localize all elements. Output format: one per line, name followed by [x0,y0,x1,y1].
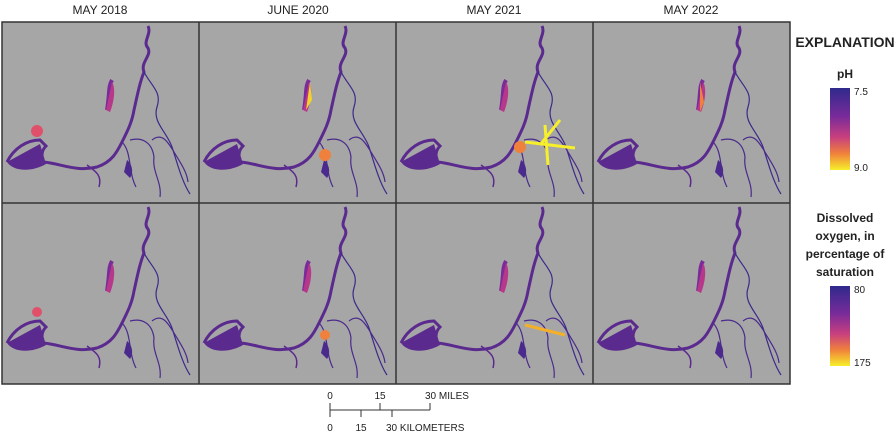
column-titles: MAY 2018 JUNE 2020 MAY 2021 MAY 2022 [73,3,719,17]
legend-title: saturation [816,265,874,279]
legend-label: 9.0 [854,163,868,174]
explanation-title: EXPLANATION [795,34,894,50]
column-title: MAY 2022 [664,3,719,17]
scale-label: 30 MILES [425,391,469,402]
color-ramp [830,88,850,170]
legend-label: 175 [854,358,871,369]
scale-bar: 0 15 30 MILES 0 15 30 KILOMETERS [327,391,469,434]
scale-label: 0 [327,423,333,434]
hotspot [306,82,312,110]
scale-label: 15 [355,423,367,434]
legend-title: Dissolved [817,211,874,225]
legend-title: pH [837,67,853,81]
scale-label: 15 [374,391,386,402]
legend-title: oxygen, in [815,229,874,243]
explanation: EXPLANATION pH 7.5 9.0 Dissolved oxygen,… [795,34,894,369]
scale-label: 0 [327,391,333,402]
hotspot [32,307,42,317]
river-maps [5,24,783,380]
scale-label: 30 KILOMETERS [386,423,465,434]
hotspot [31,125,43,137]
legend-title: percentage of [806,247,886,261]
legend-label: 80 [854,285,866,296]
hotspot [514,141,526,153]
hotspot [524,323,566,337]
hotspot [700,82,704,112]
color-ramp [830,286,850,366]
hotspot [319,149,331,161]
column-title: MAY 2018 [73,3,128,17]
column-title: JUNE 2020 [267,3,329,17]
hotspot [524,119,576,166]
hotspot [320,330,330,340]
column-title: MAY 2021 [467,3,522,17]
map-panels [1,21,791,385]
legend-label: 7.5 [854,87,868,98]
